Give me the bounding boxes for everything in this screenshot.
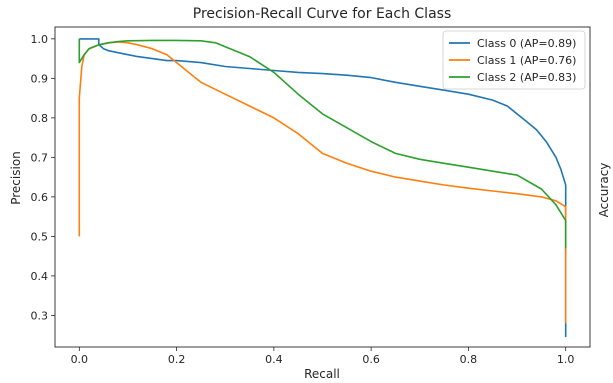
- x-axis-ticks: 0.0 0.2 0.4 0.6 0.8 1.0: [71, 347, 575, 366]
- legend-entry-label: Class 2 (AP=0.83): [477, 71, 576, 84]
- y-tick-label: 0.4: [31, 270, 49, 283]
- y-tick-label: 0.6: [31, 191, 49, 204]
- series-line-class-0: [79, 38, 567, 338]
- y-axis-label: Precision: [9, 151, 23, 205]
- x-tick-label: 0.8: [460, 353, 478, 366]
- legend-entry-label: Class 1 (AP=0.76): [477, 54, 576, 67]
- y-tick-label: 0.9: [31, 72, 49, 85]
- x-tick-label: 0.4: [265, 353, 283, 366]
- legend-box: [442, 30, 586, 90]
- legend-entry-label: Class 0 (AP=0.89): [477, 37, 576, 50]
- y-tick-label: 0.3: [31, 309, 49, 322]
- series-lines: [78, 38, 567, 338]
- x-tick-label: 0.6: [362, 353, 380, 366]
- x-tick-label: 0.2: [168, 353, 186, 366]
- plot-frame: [54, 26, 591, 348]
- right-axis-label: Accuracy: [597, 163, 611, 218]
- y-tick-label: 1.0: [31, 33, 49, 46]
- y-tick-label: 0.5: [31, 230, 49, 243]
- series-line-class-2: [78, 38, 567, 249]
- y-tick-label: 0.7: [31, 151, 49, 164]
- legend: Class 0 (AP=0.89) Class 1 (AP=0.76) Class …: [442, 30, 586, 90]
- x-axis-label: Recall: [304, 367, 340, 381]
- y-tick-label: 0.8: [31, 112, 49, 125]
- y-axis-ticks: 0.3 0.4 0.5 0.6 0.7 0.8 0.9 1.0: [31, 33, 55, 322]
- x-tick-label: 1.0: [557, 353, 575, 366]
- x-tick-label: 0.0: [71, 353, 89, 366]
- chart-title: Precision-Recall Curve for Each Class: [193, 6, 451, 22]
